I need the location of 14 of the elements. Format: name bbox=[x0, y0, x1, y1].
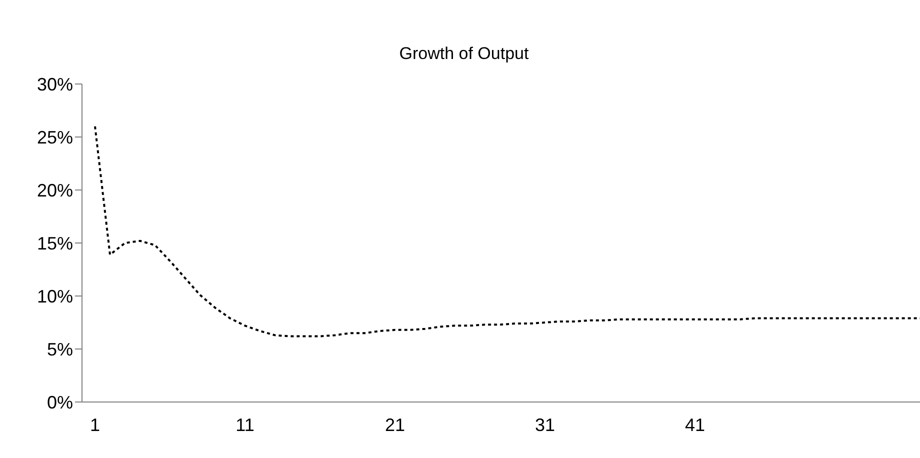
x-tick-label: 41 bbox=[684, 414, 706, 435]
x-tick-label: 1 bbox=[90, 414, 100, 435]
y-tick-label: 25% bbox=[36, 127, 73, 148]
y-tick-label: 20% bbox=[36, 180, 73, 200]
y-tick-label: 0% bbox=[46, 392, 73, 412]
y-tick-label: 30% bbox=[36, 74, 73, 94]
x-tick-label: 31 bbox=[534, 414, 556, 435]
line-series bbox=[94, 125, 920, 338]
y-tick-label: 5% bbox=[46, 339, 73, 360]
chart-title: Growth of Output bbox=[398, 44, 530, 65]
x-tick-label: 21 bbox=[384, 414, 406, 435]
x-tick-label: 11 bbox=[236, 414, 254, 435]
y-tick-label: 15% bbox=[36, 233, 73, 254]
y-tick-label: 10% bbox=[36, 286, 73, 306]
